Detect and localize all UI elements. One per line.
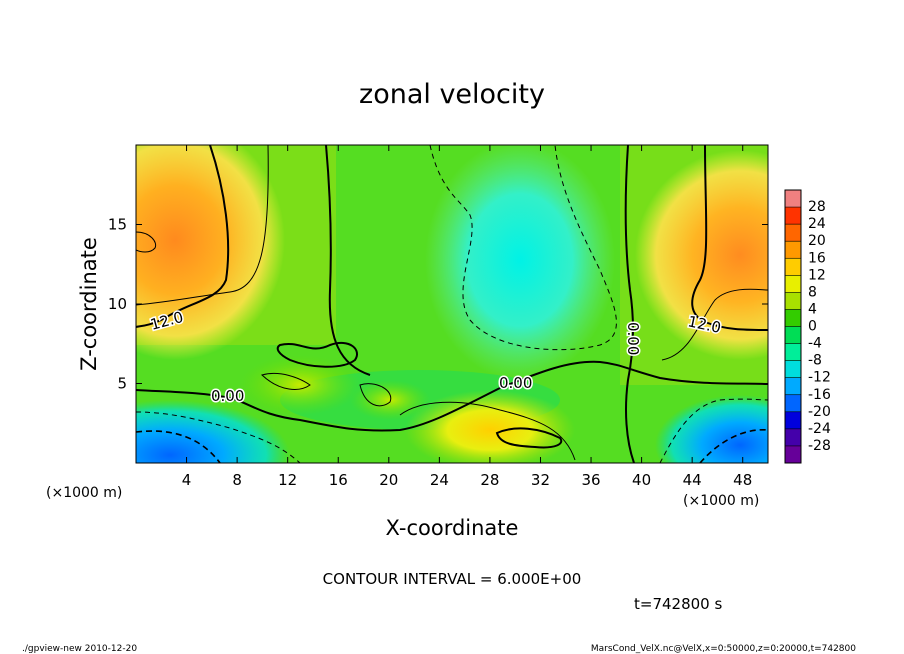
contour-zero-mid — [325, 145, 371, 376]
x-tick-label: 32 — [531, 471, 550, 489]
colorbar-tick-label: 12 — [808, 267, 826, 283]
x-axis-label: X-coordinate — [386, 516, 519, 540]
x-tick-label: 12 — [278, 471, 297, 489]
colorbar-tick-label: -16 — [808, 387, 831, 403]
x-tick-label: 44 — [683, 471, 702, 489]
colorbar-tick-label: -20 — [808, 404, 831, 420]
x-tick-label: 40 — [632, 471, 651, 489]
contour-thin-a — [136, 145, 269, 306]
colorbar-segment — [785, 292, 801, 310]
contour-label-0-left: 0.00 — [211, 387, 244, 405]
colorbar-tick-label: -24 — [808, 421, 831, 437]
contour-thin-e — [359, 383, 392, 407]
velocity-field — [136, 145, 768, 463]
contour-label-0-vertical: 0.00 — [624, 322, 642, 355]
y-tick-label: 15 — [108, 216, 127, 234]
x-tick-label: 20 — [379, 471, 398, 489]
colorbar-tick-label: -28 — [808, 438, 831, 454]
y-tick-label: 10 — [108, 295, 127, 313]
colorbar-segment — [785, 224, 801, 242]
colorbar-segment — [785, 326, 801, 345]
colorbar-segment — [785, 360, 801, 379]
x-tick-label: 28 — [480, 471, 499, 489]
x-tick-label: 8 — [232, 471, 242, 489]
y-axis-label: Z-coordinate — [77, 237, 101, 371]
colorbar-tick-label: 4 — [808, 301, 817, 317]
colorbar-segment — [785, 275, 801, 293]
contour-dashed-right — [659, 398, 768, 463]
footer-left: ./gpview-new 2010-12-20 — [22, 644, 137, 654]
colorbar-tick-label: 20 — [808, 233, 826, 249]
contour-twelve-right — [691, 145, 768, 331]
colorbar-tick-label: -12 — [808, 370, 831, 386]
contour-twelve-left — [136, 145, 230, 328]
contour-orange-eye — [136, 231, 157, 253]
colorbar-segment — [785, 343, 801, 362]
contour-label-0-center: 0.00 — [499, 374, 532, 392]
colorbar-tick-label: -4 — [808, 336, 822, 352]
y-tick-label: 5 — [117, 375, 127, 393]
contour-dashed-cyan — [429, 145, 617, 351]
contour-lines — [136, 145, 768, 463]
contour-dashed-left — [136, 411, 301, 463]
contour-interval: CONTOUR INTERVAL = 6.000E+00 — [323, 570, 582, 588]
contour-thin-d — [261, 372, 311, 390]
colorbar-segment — [785, 377, 801, 396]
colorbar-segment — [785, 190, 801, 208]
x-unit-right: (×1000 m) — [683, 493, 759, 509]
contour-small-center — [276, 341, 358, 368]
contour-zero-left — [136, 360, 768, 432]
contour-blue-right — [699, 429, 768, 463]
x-tick-label: 16 — [329, 471, 348, 489]
colorbar-tick-label: -8 — [808, 353, 822, 369]
x-unit-left: (×1000 m) — [46, 485, 122, 501]
x-tick-label: 36 — [581, 471, 600, 489]
contour-zero-right — [624, 145, 635, 463]
colorbar-tick-label: 24 — [808, 216, 826, 232]
colorbar-segment — [785, 258, 801, 276]
contour-blue-left — [136, 430, 221, 463]
colorbar-segment — [785, 394, 801, 413]
colorbar-segment — [785, 428, 801, 447]
time-stamp: t=742800 s — [634, 595, 722, 613]
contour-thin-c — [661, 288, 768, 361]
contour-small-lower — [495, 427, 563, 449]
x-tick-label: 24 — [430, 471, 449, 489]
x-tick-label: 48 — [733, 471, 752, 489]
colorbar-tick-label: 28 — [808, 199, 826, 215]
footer-right: MarsCond_VelX.nc@VelX,x=0:50000,z=0:2000… — [591, 644, 856, 654]
colorbar-tick-label: 8 — [808, 284, 817, 300]
colorbar-tick-label: 0 — [808, 319, 817, 335]
colorbar-segment — [785, 445, 801, 464]
contour-thin-b — [399, 401, 576, 461]
colorbar-tick-label: 16 — [808, 250, 826, 266]
x-tick-label: 4 — [182, 471, 192, 489]
colorbar-segment — [785, 309, 801, 327]
chart-title: zonal velocity — [359, 79, 545, 110]
colorbar-segment — [785, 411, 801, 430]
colorbar-segment — [785, 207, 801, 225]
colorbar-segment — [785, 241, 801, 259]
